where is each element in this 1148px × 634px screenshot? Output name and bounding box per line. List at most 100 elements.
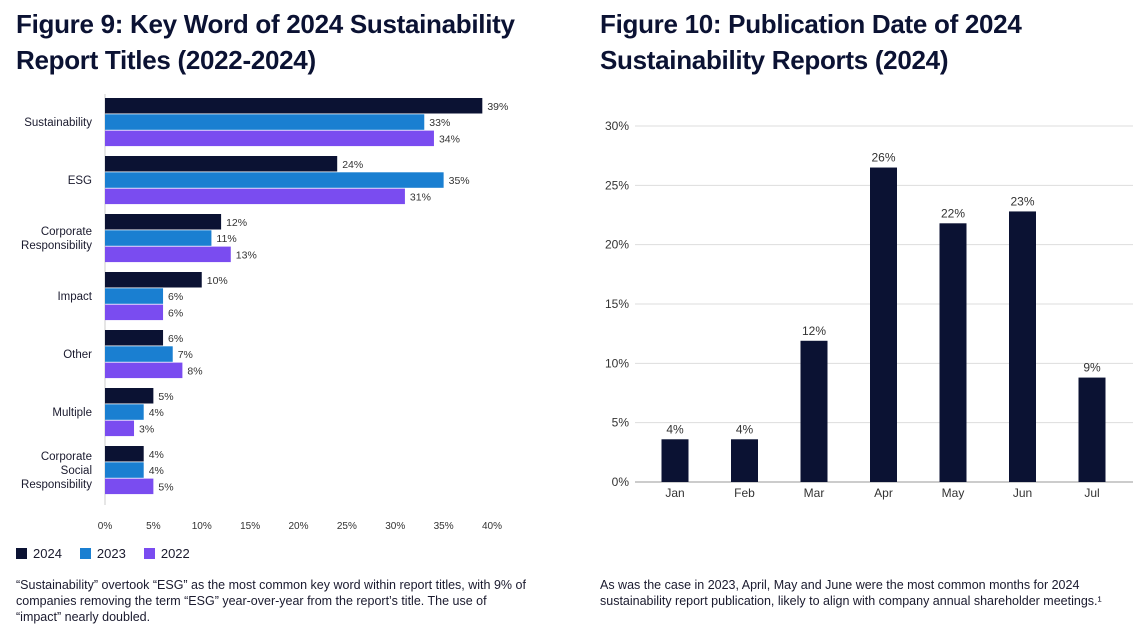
data-label-2023-0: 33% xyxy=(429,117,450,129)
bar-2024-1 xyxy=(105,156,338,172)
figure-9-caption: “Sustainability” overtook “ESG” as the m… xyxy=(16,578,526,624)
data-label-jul: 9% xyxy=(1083,361,1101,375)
data-label-2022-3: 6% xyxy=(168,307,183,319)
legend-item-2024: 2024 xyxy=(16,546,62,561)
bar-2022-5 xyxy=(105,420,135,437)
bar-2023-1 xyxy=(105,172,444,188)
data-label-2024-0: 39% xyxy=(487,101,508,113)
bar-2024-3 xyxy=(105,272,202,288)
x-tick-label-mar: Mar xyxy=(804,486,825,500)
x-tick-label-2: 10% xyxy=(192,521,212,532)
bar-mar xyxy=(800,340,828,482)
legend-label-2023: 2023 xyxy=(96,546,126,561)
category-label-0: Sustainability xyxy=(24,117,92,129)
category-label-4: Other xyxy=(63,349,92,361)
y-tick-label-5: 25% xyxy=(605,178,629,192)
x-tick-label-6: 30% xyxy=(385,521,405,532)
legend-swatch-2022 xyxy=(143,548,155,559)
y-tick-label-4: 20% xyxy=(605,238,629,252)
bar-2022-0 xyxy=(105,130,434,147)
bar-jan xyxy=(661,439,689,482)
data-label-2022-4: 8% xyxy=(187,365,202,377)
x-tick-label-apr: Apr xyxy=(874,486,893,500)
bar-2024-5 xyxy=(105,388,154,404)
x-tick-label-8: 40% xyxy=(482,521,502,532)
x-tick-label-4: 20% xyxy=(288,521,308,532)
data-label-2022-6: 5% xyxy=(158,481,173,493)
data-label-mar: 12% xyxy=(802,324,826,338)
data-label-2024-6: 4% xyxy=(149,449,164,461)
legend-label-2024: 2024 xyxy=(33,546,62,561)
figure-10-chart: 0% 5% 10% 15% 20% 25% 30% 4% Jan 4% Feb 12% Mar 26% Ap… xyxy=(605,119,1133,500)
figure-9-title: Figure 9: Key Word of 2024 Sustainabilit… xyxy=(16,9,515,75)
figure-9-chart: Sustainability 39% 33% 34% ESG 24% 35% 31% Corpo… xyxy=(21,94,508,532)
data-label-2024-2: 12% xyxy=(226,217,247,229)
data-label-2023-2: 11% xyxy=(216,233,236,245)
bar-apr xyxy=(870,167,897,483)
legend-swatch-2023 xyxy=(79,548,91,559)
bar-2022-6 xyxy=(105,478,154,495)
bar-2023-4 xyxy=(105,346,173,362)
bar-2023-0 xyxy=(105,114,425,130)
figure-9-panel: Figure 9: Key Word of 2024 Sustainabilit… xyxy=(0,0,560,634)
data-label-2024-3: 10% xyxy=(207,275,228,287)
x-tick-label-jul: Jul xyxy=(1084,486,1099,500)
x-tick-label-7: 35% xyxy=(434,521,454,532)
data-label-jun: 23% xyxy=(1010,194,1034,208)
y-tick-label-1: 5% xyxy=(612,416,630,430)
bar-2022-2 xyxy=(105,246,231,263)
y-tick-label-0: 0% xyxy=(612,475,630,489)
bar-jun xyxy=(1009,211,1036,482)
bar-2022-4 xyxy=(105,362,183,379)
x-tick-label-feb: Feb xyxy=(734,486,755,500)
bar-2023-2 xyxy=(105,230,212,246)
category-label-6: Corporate Social Responsibility xyxy=(21,451,92,491)
category-label-5: Multiple xyxy=(52,407,92,419)
data-label-2024-5: 5% xyxy=(158,391,173,403)
data-label-2022-2: 13% xyxy=(236,249,257,261)
data-label-feb: 4% xyxy=(736,422,754,436)
bar-2024-4 xyxy=(105,330,164,346)
data-label-2024-1: 24% xyxy=(342,159,363,171)
data-label-2023-4: 7% xyxy=(178,349,193,361)
data-label-2024-4: 6% xyxy=(168,333,183,345)
legend-item-2022: 2022 xyxy=(143,546,190,561)
data-label-apr: 26% xyxy=(871,151,895,165)
data-label-jan: 4% xyxy=(666,422,684,436)
category-label-3: Impact xyxy=(57,291,92,303)
bar-2022-3 xyxy=(105,304,164,321)
bar-2023-6 xyxy=(105,462,144,478)
data-label-2023-5: 4% xyxy=(149,407,164,419)
category-label-2: Corporate Responsibility xyxy=(21,226,92,252)
bar-2024-6 xyxy=(105,446,144,462)
data-label-may: 22% xyxy=(941,206,965,220)
data-label-2022-1: 31% xyxy=(410,191,431,203)
bar-feb xyxy=(731,439,758,482)
x-tick-label-1: 5% xyxy=(146,521,161,532)
data-label-2023-3: 6% xyxy=(168,291,183,303)
figure-10-title: Figure 10: Publication Date of 2024 Sust… xyxy=(600,9,1022,75)
x-tick-label-3: 15% xyxy=(240,521,260,532)
x-tick-label-may: May xyxy=(942,486,965,500)
bar-2024-2 xyxy=(105,214,222,230)
x-tick-label-jun: Jun xyxy=(1013,486,1032,500)
legend-swatch-2024 xyxy=(16,548,27,559)
legend-label-2022: 2022 xyxy=(160,546,190,561)
y-tick-label-3: 15% xyxy=(605,297,629,311)
category-label-1: ESG xyxy=(68,175,92,187)
bar-2024-0 xyxy=(105,98,483,114)
y-tick-label-6: 30% xyxy=(605,119,629,133)
bar-2023-3 xyxy=(105,288,164,304)
x-tick-label-5: 25% xyxy=(337,521,357,532)
data-label-2022-0: 34% xyxy=(439,133,460,145)
bar-2022-1 xyxy=(105,188,405,205)
bar-2023-5 xyxy=(105,404,144,420)
data-label-2023-6: 4% xyxy=(149,465,164,477)
x-tick-label-0: 0% xyxy=(98,521,113,532)
legend-item-2023: 2023 xyxy=(79,546,126,561)
data-label-2023-1: 35% xyxy=(449,175,470,187)
y-tick-label-2: 10% xyxy=(605,356,629,370)
x-tick-label-jan: Jan xyxy=(665,486,684,500)
data-label-2022-5: 3% xyxy=(139,423,154,435)
figure-9-legend: 2024 2023 2022 xyxy=(16,546,190,561)
